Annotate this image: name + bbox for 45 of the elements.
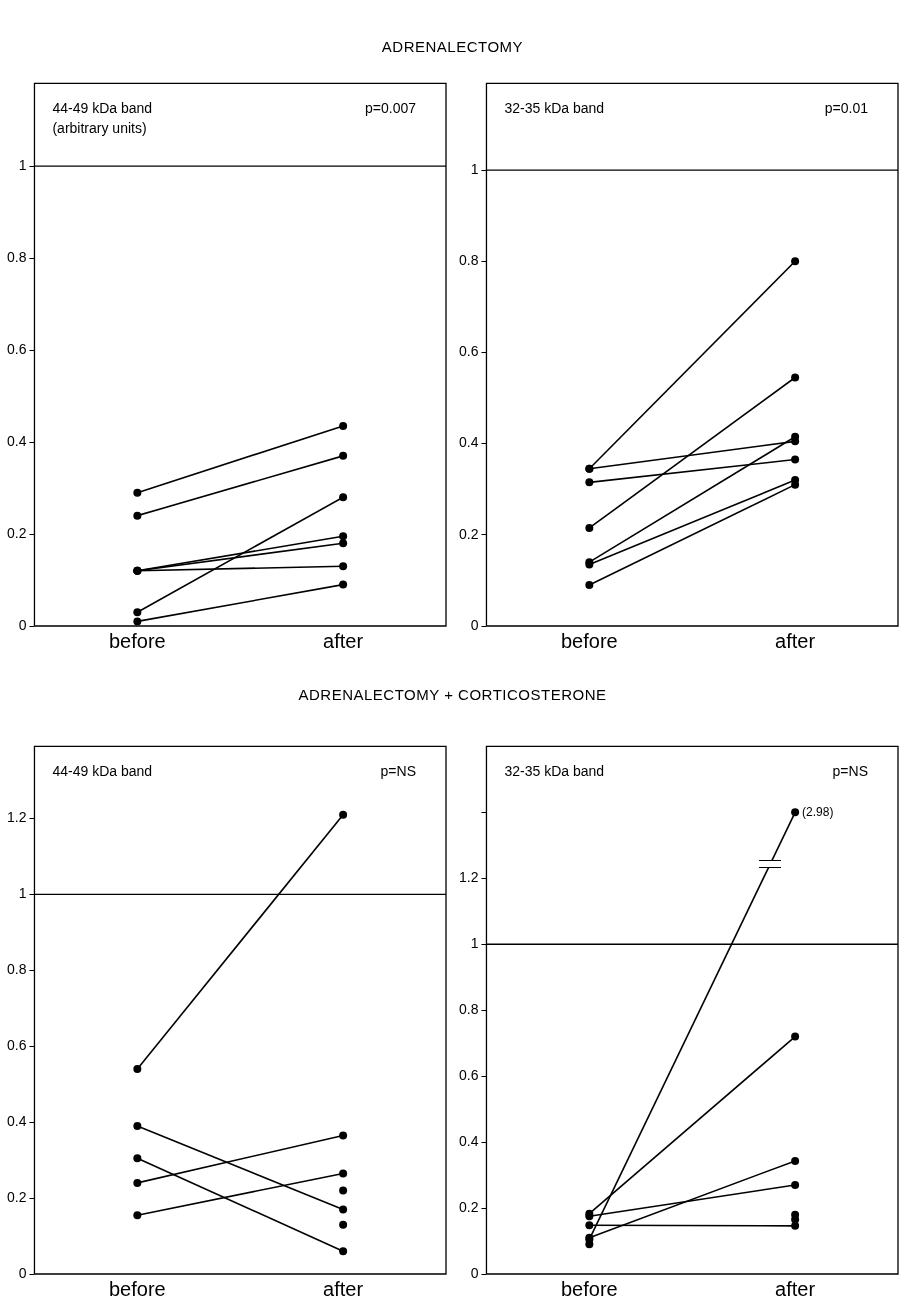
y-tick-label: 0.4 [458,1132,479,1149]
annotation: p=0.01 [824,100,869,117]
y-tick-label: 0.2 [458,525,479,542]
y-tick-label: 0.2 [6,1188,27,1205]
y-tick-label: 0.8 [458,252,479,269]
x-tick-label: before [560,1277,618,1300]
y-tick-label: 1 [18,157,27,174]
y-tick-label: 0 [470,1264,479,1281]
annotation: 44-49 kDa band [52,763,153,780]
x-tick-label: before [560,629,618,652]
chart-title: ADRENALECTOMY [380,38,525,55]
y-tick-label: 1 [18,885,27,902]
annotation: 32-35 kDa band [504,100,605,117]
annotation: p=0.007 [365,100,417,117]
y-tick-label: 0.8 [6,248,27,265]
annotation: (2.98) [802,804,834,819]
y-tick-label: 0.6 [458,343,479,360]
y-tick-label: 1.2 [6,809,27,826]
y-tick-label: 0.4 [458,434,479,451]
x-tick-label: after [323,629,364,652]
chart-title: ADRENALECTOMY + CORTICOSTERONE [297,686,608,703]
y-tick-label: 0.2 [458,1198,479,1215]
y-tick-label: 0.8 [6,961,27,978]
annotation: p=NS [832,763,868,780]
y-tick-label: 0.2 [6,524,27,541]
y-tick-label: 0 [18,616,27,633]
annotation: 44-49 kDa band (arbitrary units) [52,100,153,137]
y-tick-label: 0 [470,616,479,633]
x-tick-label: after [323,1277,364,1300]
x-tick-label: before [108,629,166,652]
x-tick-label: before [108,1277,166,1300]
annotation: p=NS [380,763,416,780]
y-tick-label: 0.4 [6,432,27,449]
y-tick-label: 0.6 [6,1037,27,1054]
y-tick-label: 0 [18,1264,27,1281]
x-tick-label: after [775,1277,816,1300]
y-tick-label: 0.6 [6,340,27,357]
y-tick-label: 1 [470,160,479,177]
x-tick-label: after [775,629,816,652]
y-tick-label: 1.2 [458,869,479,886]
annotation: 32-35 kDa band [504,763,605,780]
y-tick-label: 0.6 [458,1067,479,1084]
y-tick-label: 0.4 [6,1113,27,1130]
y-tick-label: 0.8 [458,1001,479,1018]
y-tick-label: 1 [470,935,479,952]
